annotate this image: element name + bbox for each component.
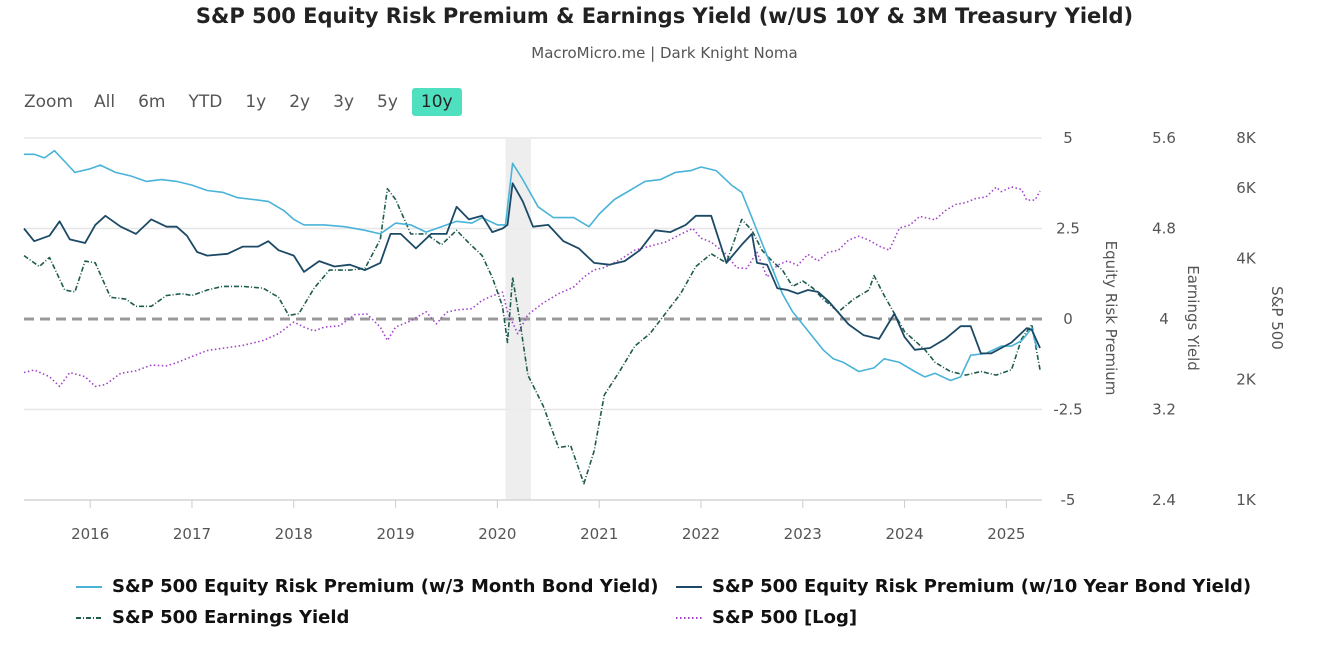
series-line-erp-10y	[23, 182, 1041, 355]
chart-title: S&P 500 Equity Risk Premium & Earnings Y…	[195, 4, 1134, 28]
y-tick-label-ey: 4.8	[1152, 220, 1176, 238]
y-axis-title-earnings-yield: Earnings Yield	[1184, 265, 1202, 371]
y-axis-ticks: 5 2.5 0 -2.5 -5 5.6 4.8 4 3.2 2.4 8K 6K 4K 2K 1K	[1053, 129, 1256, 509]
range-button-all[interactable]: All	[94, 92, 116, 112]
series-layer	[23, 149, 1041, 485]
y-tick-label-ey: 4	[1159, 310, 1169, 328]
range-button-5y[interactable]: 5y	[377, 92, 398, 112]
zoom-range-selector: Zoom All 6m YTD 1y 2y 3y 5y 10y	[18, 86, 467, 118]
range-button-2y[interactable]: 2y	[289, 92, 311, 112]
x-tick-label: 2022	[682, 525, 720, 543]
x-tick-label: 2024	[885, 525, 923, 543]
legend-swatch-erp-10y	[676, 585, 702, 588]
x-tick-label: 2019	[376, 525, 414, 543]
y-tick-label-spx: 6K	[1236, 179, 1257, 197]
x-tick-label: 2018	[275, 525, 313, 543]
x-axis-ticks: 2016 2017 2018 2019 2020 2021 2022 2023 2024 2025	[71, 500, 1025, 543]
y-tick-label-ey: 5.6	[1152, 129, 1176, 147]
y-tick-label-erp: -5	[1061, 491, 1076, 509]
range-button-ytd[interactable]: YTD	[188, 92, 223, 112]
range-button-10y[interactable]: 10y	[411, 88, 462, 116]
y-tick-label-erp: 2.5	[1056, 220, 1080, 238]
y-tick-label-erp: -2.5	[1053, 401, 1082, 419]
y-tick-label-erp: 5	[1063, 129, 1073, 147]
legend-swatch-sp500-log	[676, 616, 702, 619]
legend-label-earnings-yield: S&P 500 Earnings Yield	[112, 607, 350, 628]
chart-subtitle: MacroMicro.me | Dark Knight Noma	[531, 44, 798, 62]
y-tick-label-spx: 8K	[1236, 129, 1257, 147]
range-button-6m[interactable]: 6m	[138, 92, 166, 112]
x-tick-label: 2020	[478, 525, 516, 543]
chart-plot: 2016 2017 2018 2019 2020 2021 2022 2023 2024 2025…	[23, 129, 1286, 543]
legend-item-erp-10y[interactable]: S&P 500 Equity Risk Premium (w/10 Year B…	[676, 576, 1251, 597]
x-tick-label: 2023	[784, 525, 822, 543]
series-line-earnings-yield	[23, 187, 1041, 485]
x-tick-label: 2017	[173, 525, 211, 543]
range-button-3y[interactable]: 3y	[333, 92, 355, 112]
y-tick-label-spx: 4K	[1236, 250, 1257, 268]
range-button-1y[interactable]: 1y	[245, 92, 267, 112]
legend-label-sp500-log: S&P 500 [Log]	[712, 607, 858, 628]
x-tick-label: 2016	[71, 525, 109, 543]
y-axis-title-erp: Equity Risk Premium	[1102, 241, 1120, 396]
x-tick-label: 2025	[987, 525, 1025, 543]
legend-label-erp-10y: S&P 500 Equity Risk Premium (w/10 Year B…	[712, 576, 1252, 597]
y-tick-label-erp: 0	[1063, 310, 1073, 328]
legend-item-erp-3m[interactable]: S&P 500 Equity Risk Premium (w/3 Month B…	[76, 576, 659, 597]
y-tick-label-spx: 1K	[1236, 491, 1257, 509]
zoom-label: Zoom	[24, 92, 74, 112]
y-tick-label-ey: 2.4	[1152, 491, 1176, 509]
legend-item-sp500-log[interactable]: S&P 500 [Log]	[676, 607, 857, 628]
y-axis-title-sp500: S&P 500	[1268, 286, 1286, 350]
y-tick-label-ey: 3.2	[1152, 401, 1176, 419]
x-tick-label: 2021	[580, 525, 618, 543]
legend-item-earnings-yield[interactable]: S&P 500 Earnings Yield	[76, 607, 349, 628]
legend-label-erp-3m: S&P 500 Equity Risk Premium (w/3 Month B…	[112, 576, 659, 597]
series-line-sp500-log	[23, 186, 1041, 388]
series-line-erp-3m	[24, 149, 1038, 382]
legend-swatch-erp-3m	[76, 585, 102, 588]
legend-swatch-earnings-yield	[76, 616, 102, 619]
y-tick-label-spx: 2K	[1236, 370, 1257, 388]
